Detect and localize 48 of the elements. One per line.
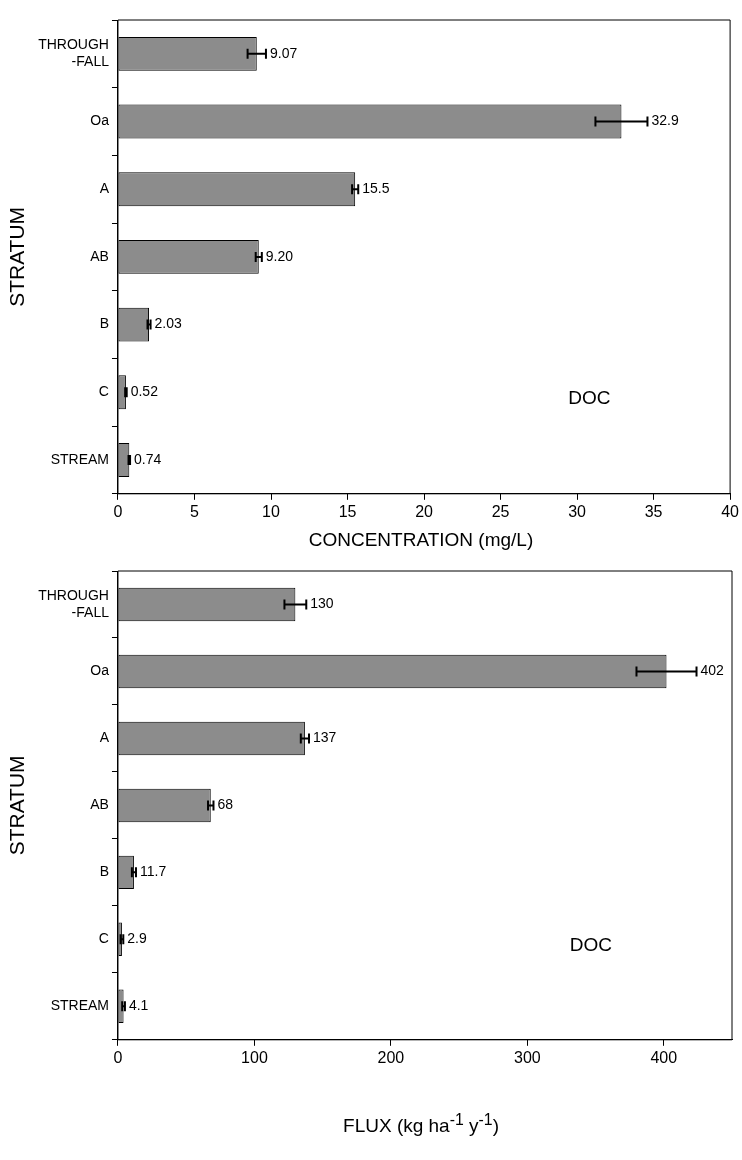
data-label: 0.52 — [130, 383, 159, 400]
data-label: 4.1 — [128, 997, 149, 1014]
data-label: 2.9 — [127, 930, 147, 947]
y-axis-title: STRATUM — [5, 755, 29, 856]
y-tick-label: THROUGH -FALL — [38, 586, 110, 620]
y-tick-label: Oa — [90, 112, 110, 129]
y-tick-label: A — [99, 729, 110, 746]
data-label: 9.20 — [265, 247, 294, 264]
y-tick-label: A — [99, 180, 110, 197]
annotation: DOC — [569, 934, 612, 956]
y-tick-label: C — [98, 383, 109, 400]
y-tick-label: AB — [90, 247, 109, 264]
x-tick-label: 25 — [491, 502, 510, 520]
data-label: 130 — [310, 595, 334, 612]
x-tick-label: 100 — [241, 1048, 268, 1066]
data-label: 2.03 — [154, 315, 183, 332]
data-label: 402 — [700, 662, 725, 679]
data-label: 0.74 — [134, 450, 162, 467]
x-tick-label: 400 — [650, 1048, 678, 1066]
data-label: 137 — [313, 729, 337, 746]
y-tick-label: Oa — [90, 662, 110, 679]
x-tick-label: 5 — [190, 502, 200, 520]
y-tick-label: B — [99, 863, 109, 880]
y-tick-label: STREAM — [50, 450, 109, 467]
data-label: 68 — [217, 796, 234, 813]
annotation: DOC — [568, 387, 611, 409]
data-label: 9.07 — [269, 44, 298, 61]
x-axis-title: CONCENTRATION (mg/L) — [307, 529, 535, 551]
y-tick-label: STREAM — [50, 997, 109, 1014]
x-tick-label: 10 — [262, 502, 280, 520]
x-tick-label: 40 — [721, 502, 740, 520]
data-label: 15.5 — [362, 180, 390, 197]
data-label: 11.7 — [139, 863, 167, 880]
y-tick-label: THROUGH -FALL — [38, 36, 110, 70]
x-axis-title: FLUX (kg ha$^{-1}$ y$^{-1}$) — [342, 1111, 500, 1138]
y-tick-label: C — [98, 930, 109, 947]
x-tick-label: 15 — [338, 502, 357, 520]
x-tick-label: 300 — [513, 1048, 541, 1066]
y-axis-title: STRATUM — [5, 206, 29, 307]
x-tick-label: 0 — [113, 1048, 123, 1066]
x-tick-label: 200 — [377, 1048, 405, 1066]
x-tick-label: 0 — [113, 502, 123, 520]
data-label: 32.9 — [651, 112, 679, 129]
x-tick-label: 35 — [644, 502, 663, 520]
x-tick-label: 30 — [568, 502, 587, 520]
y-tick-label: B — [99, 315, 109, 332]
y-tick-label: AB — [90, 796, 109, 813]
x-tick-label: 20 — [415, 502, 434, 520]
